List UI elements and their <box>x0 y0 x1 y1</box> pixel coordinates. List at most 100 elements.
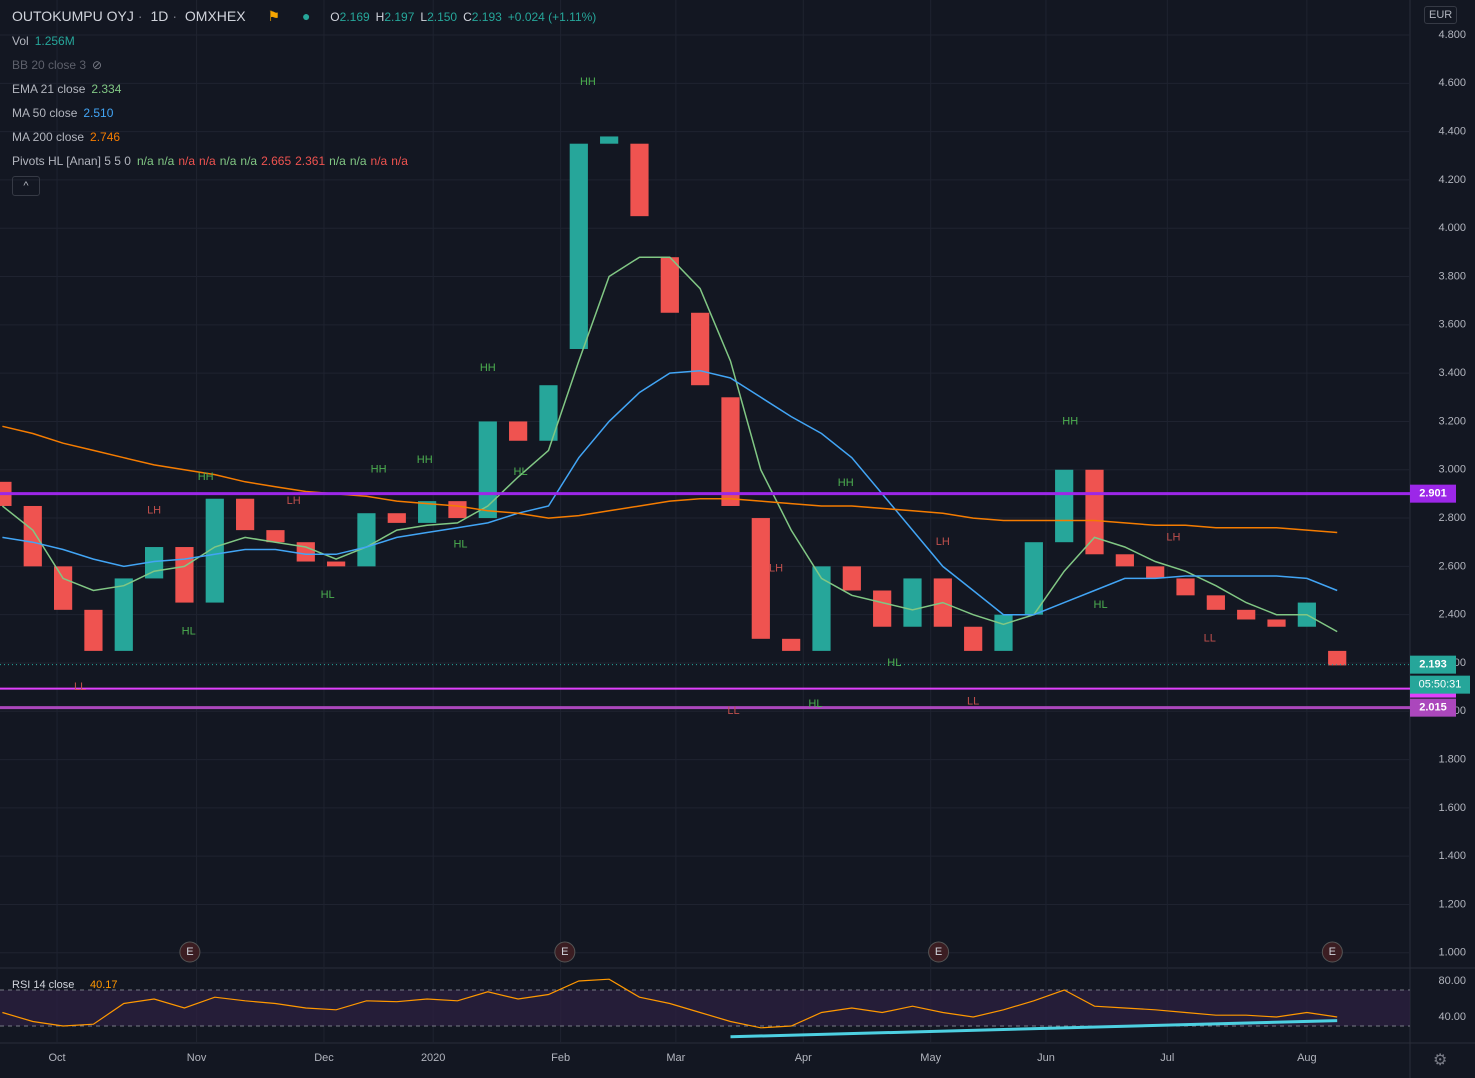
legend-value: n/a <box>178 154 196 168</box>
hidden-icon: ⊘ <box>92 58 103 72</box>
flag-icon[interactable]: ⚑ <box>267 8 281 24</box>
candle-body <box>569 143 588 349</box>
y-tick-label: 4.800 <box>1438 29 1466 41</box>
legend-value: n/a <box>240 154 258 168</box>
candle-body <box>23 505 42 567</box>
candle-body <box>205 498 224 603</box>
y-tick-label: 2.800 <box>1438 512 1466 524</box>
candle-body <box>418 501 437 523</box>
legend-row[interactable]: Pivots HL [Anan] 5 5 0 n/a n/a n/a n/a n/a n/a… <box>12 154 412 168</box>
legend-value: 2.361 <box>295 154 326 168</box>
price-tag: 2.193 <box>1419 659 1447 671</box>
candle-body <box>1146 566 1165 579</box>
y-tick-label: 4.400 <box>1438 126 1466 138</box>
y-tick-label: 1.000 <box>1438 947 1466 959</box>
legend-name: Vol <box>12 34 29 48</box>
pivot-label: LH <box>287 495 301 507</box>
earnings-label: E <box>1329 946 1336 958</box>
legend-name: BB 20 close 3 <box>12 58 87 72</box>
candle-body <box>387 513 406 523</box>
candle-body <box>357 513 376 567</box>
x-tick-label: May <box>920 1052 941 1064</box>
earnings-label: E <box>561 946 568 958</box>
candle-body <box>721 397 740 506</box>
earnings-marker <box>179 941 201 963</box>
pivot-label: HL <box>453 539 467 551</box>
ohlc-value: 2.169 <box>339 10 370 24</box>
candle-body <box>175 547 194 603</box>
legend-name: MA 50 close <box>12 106 78 120</box>
rsi-title: RSI 14 close <box>12 979 74 991</box>
settings-icon[interactable]: ⚙ <box>1433 1052 1448 1069</box>
symbol-header: OUTOKUMPU OYJ · 1D · OMXHEX ⚑ ● O2.169 H2.1… <box>12 8 604 25</box>
pivot-label: HL <box>182 625 196 637</box>
legend-row[interactable]: MA 200 close 2.746 <box>12 130 126 144</box>
y-tick-label: 1.600 <box>1438 802 1466 814</box>
ohlc-value: 2.193 <box>471 10 502 24</box>
pivot-label: HH <box>198 471 214 483</box>
x-tick-label: Aug <box>1297 1052 1317 1064</box>
y-tick-label: 3.600 <box>1438 319 1466 331</box>
price-tag: 2.901 <box>1419 488 1447 500</box>
change: +0.024 (+1.11%) <box>507 10 597 24</box>
ma-line <box>1 256 1338 633</box>
pivot-label: LL <box>727 705 739 717</box>
interval[interactable]: 1D <box>150 8 169 24</box>
ohlc: O2.169 H2.197 L2.150 C2.193 +0.024 (+1.11%) <box>330 10 600 24</box>
candle-body <box>478 421 497 519</box>
candle-body <box>691 312 710 386</box>
rsi-value: 40.17 <box>90 979 118 991</box>
legend-value: 2.746 <box>90 130 121 144</box>
candle-body <box>964 626 983 651</box>
y-tick-label: 2.600 <box>1438 560 1466 572</box>
candle-body <box>84 609 103 651</box>
currency[interactable]: EUR <box>1424 6 1458 24</box>
legend-value: 1.256M <box>34 34 75 48</box>
pivot-label: HH <box>417 454 433 466</box>
earnings-label: E <box>186 946 193 958</box>
x-tick-label: Mar <box>666 1052 685 1064</box>
legend-row[interactable]: MA 50 close 2.510 <box>12 106 119 120</box>
pivot-label: HL <box>321 589 335 601</box>
legend-value: n/a <box>329 154 346 168</box>
countdown: 05:50:31 <box>1419 679 1462 691</box>
symbol[interactable]: OUTOKUMPU OYJ <box>12 8 134 24</box>
pivot-label: LL <box>74 681 86 693</box>
legend-name: Pivots HL [Anan] 5 5 0 <box>12 154 131 168</box>
candle-body <box>600 136 619 144</box>
legend-value: n/a <box>391 154 408 168</box>
y-tick-label: 2.400 <box>1438 609 1466 621</box>
legend-row[interactable]: Vol 1.256M <box>12 34 81 48</box>
candle-body <box>1206 595 1225 610</box>
rsi-line <box>2 978 1338 1029</box>
collapse-button[interactable]: ^ <box>12 176 40 196</box>
candle-body <box>1055 469 1074 543</box>
y-tick-label: 1.200 <box>1438 898 1466 910</box>
legend-row[interactable]: BB 20 close 3 ⊘ <box>12 58 108 72</box>
pivot-label: HH <box>1062 415 1078 427</box>
y-tick-label: 4.600 <box>1438 77 1466 89</box>
candle-body <box>1115 554 1134 567</box>
status-dot: ● <box>301 8 311 24</box>
legend-value: 2.334 <box>91 82 122 96</box>
candle-body <box>842 566 861 591</box>
earnings-marker <box>928 941 950 963</box>
x-tick-label: Jun <box>1037 1052 1055 1064</box>
candle-body <box>630 143 649 217</box>
pivot-label: LH <box>1166 531 1180 543</box>
pivot-label: LH <box>769 563 783 575</box>
ohlc-value: 2.197 <box>384 10 415 24</box>
y-tick-label: 3.800 <box>1438 270 1466 282</box>
legend-row[interactable]: EMA 21 close 2.334 <box>12 82 127 96</box>
pivot-label: HL <box>887 657 901 669</box>
ohlc-label: H <box>375 10 385 24</box>
pivot-label: LH <box>147 505 161 517</box>
legend-value: 2.510 <box>83 106 114 120</box>
pivot-label: LH <box>936 536 950 548</box>
y-tick-label: 1.800 <box>1438 753 1466 765</box>
ma-line <box>2 369 1338 616</box>
candle-body <box>660 257 679 313</box>
ohlc-label: O <box>330 10 340 24</box>
price-tag-bg <box>1410 484 1456 503</box>
